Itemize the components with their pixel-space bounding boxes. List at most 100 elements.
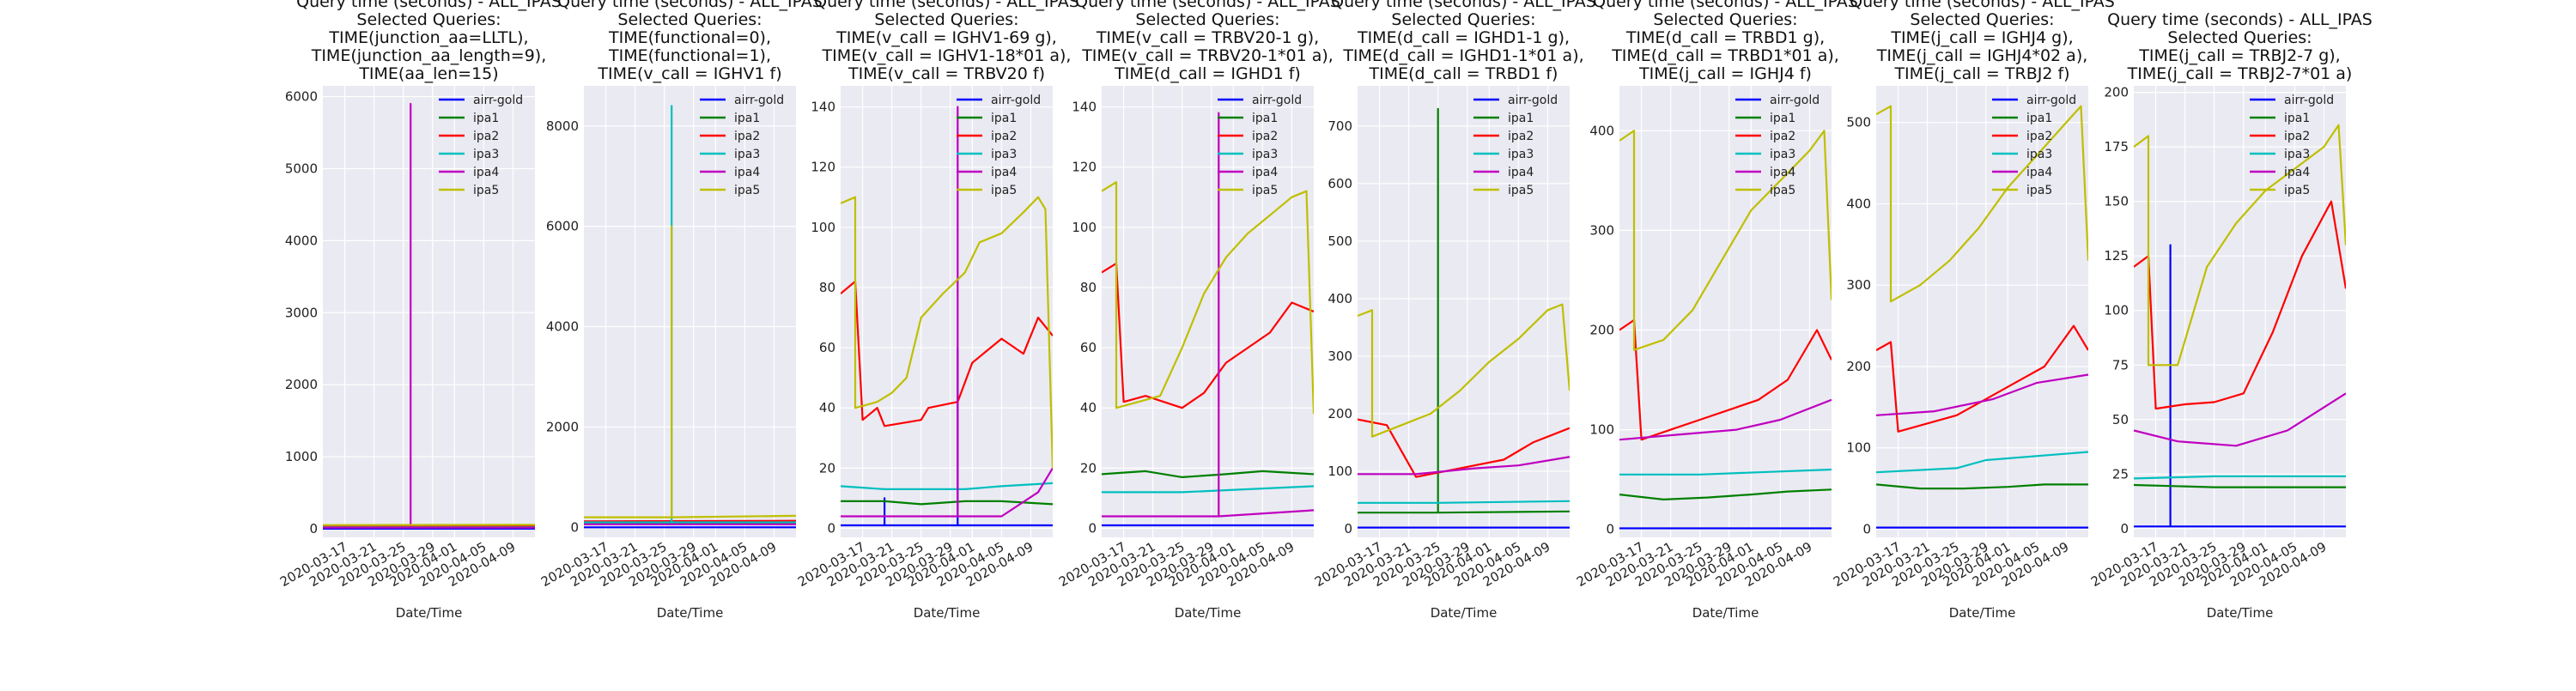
y-tick-label: 50 [2112,412,2129,427]
chart-title-line: TIME(j_call = IGHJ4 f) [1638,64,1812,83]
y-tick-label: 120 [1072,160,1097,175]
y-tick-label: 500 [1327,233,1352,249]
plot-area [841,86,1053,537]
legend-entry-ipa5: ipa5 [2284,184,2310,197]
legend-entry-airr-gold: airr-gold [1508,94,1558,107]
legend-entry-ipa5: ipa5 [2026,184,2052,197]
legend-entry-ipa4: ipa4 [1508,166,1534,179]
chart-panel-2: Query time (seconds) - ALL_IPASSelected … [538,0,823,621]
legend-entry-ipa3: ipa3 [473,148,499,161]
legend-entry-ipa1: ipa1 [2284,112,2310,125]
y-tick-label: 400 [1327,291,1352,306]
legend-entry-ipa1: ipa1 [473,112,499,125]
y-tick-label: 0 [1606,522,1614,537]
y-tick-label: 75 [2112,357,2129,373]
chart-title-line: TIME(d_call = IGHD1-1*01 a), [1342,46,1583,65]
y-tick-label: 4000 [285,233,318,248]
y-tick-label: 125 [2104,248,2129,264]
legend-entry-ipa4: ipa4 [1252,166,1278,179]
chart-title-line: Selected Queries: [2167,28,2312,47]
y-tick-label: 100 [1589,422,1614,438]
x-axis-label: Date/Time [914,605,981,621]
chart-title-line: TIME(junction_aa=LLTL), [328,28,528,47]
legend-entry-ipa1: ipa1 [1252,112,1278,125]
legend-entry-ipa1: ipa1 [2026,112,2052,125]
x-axis-label: Date/Time [396,605,463,621]
y-tick-label: 6000 [546,219,579,234]
y-tick-label: 1000 [285,449,318,464]
chart-title-line: TIME(v_call = IGHV1 f) [597,64,781,83]
legend-entry-airr-gold: airr-gold [1252,94,1302,107]
y-tick-label: 0 [2120,521,2129,536]
y-tick-label: 20 [819,460,835,476]
y-tick-label: 140 [811,100,835,115]
chart-panel-8: Query time (seconds) - ALL_IPASSelected … [2088,10,2372,621]
legend-entry-ipa3: ipa3 [991,148,1017,161]
legend-entry-ipa5: ipa5 [1252,184,1278,197]
y-tick-label: 100 [2104,303,2129,318]
plot-area [323,86,535,537]
chart-title-line: TIME(junction_aa_length=9), [311,46,547,65]
y-tick-label: 0 [1344,521,1352,536]
y-tick-label: 0 [309,521,318,536]
y-tick-label: 4000 [546,319,579,335]
plot-area [1102,86,1314,537]
chart-title-line: Selected Queries: [356,10,501,29]
y-tick-label: 200 [1327,406,1352,421]
legend-entry-ipa3: ipa3 [2026,148,2052,161]
legend-entry-ipa5: ipa5 [991,184,1017,197]
legend-entry-ipa5: ipa5 [473,184,499,197]
legend-entry-ipa2: ipa2 [1508,130,1534,143]
y-tick-label: 0 [827,520,835,536]
chart-title-line: Selected Queries: [1135,10,1279,29]
chart-title-line: TIME(v_call = IGHV1-18*01 a), [822,46,1072,65]
chart-title-line: TIME(d_call = IGHD1-1 g), [1357,28,1570,47]
y-tick-label: 80 [819,280,835,295]
y-tick-label: 300 [1327,349,1352,364]
chart-title-line: TIME(v_call = TRBV20-1*01 a), [1081,46,1334,65]
legend-entry-airr-gold: airr-gold [991,94,1041,107]
y-tick-label: 100 [1846,440,1871,456]
legend-entry-ipa1: ipa1 [991,112,1017,125]
chart-title-line: TIME(d_call = TRBD1*01 a), [1611,46,1839,65]
y-tick-label: 200 [2104,85,2129,100]
y-tick-label: 300 [1846,277,1871,293]
chart-title-line: TIME(j_call = IGHJ4*02 a), [1876,46,2088,65]
y-tick-label: 400 [1846,196,1871,211]
chart-title-line: TIME(aa_len=15) [358,64,498,83]
y-tick-label: 5000 [285,161,318,176]
legend-entry-airr-gold: airr-gold [473,94,523,107]
y-tick-label: 80 [1080,280,1097,295]
legend-entry-ipa1: ipa1 [734,112,760,125]
y-tick-label: 40 [819,400,835,415]
chart-title-line: Selected Queries: [874,10,1018,29]
chart-title-line: TIME(functional=1), [608,46,771,65]
legend-entry-ipa2: ipa2 [1252,130,1278,143]
chart-title-line: TIME(functional=0), [608,28,771,47]
chart-title-line: TIME(j_call = TRBJ2 f) [1893,64,2069,83]
plot-area [1619,86,1832,537]
y-tick-label: 175 [2104,139,2129,155]
chart-panel-5: Query time (seconds) - ALL_IPASSelected … [1312,0,1596,621]
legend-entry-ipa2: ipa2 [1770,130,1795,143]
x-axis-label: Date/Time [1692,605,1759,621]
y-tick-label: 100 [1072,220,1097,235]
chart-title-line: Selected Queries: [1391,10,1535,29]
legend-entry-ipa2: ipa2 [473,130,499,143]
chart-title-line: TIME(v_call = IGHV1-69 g), [835,28,1057,47]
y-tick-label: 2000 [285,377,318,392]
legend-entry-ipa4: ipa4 [734,166,760,179]
legend-entry-airr-gold: airr-gold [2284,94,2334,107]
y-tick-label: 150 [2104,194,2129,209]
series-line-ipa2 [584,521,796,522]
x-axis-label: Date/Time [1949,605,2016,621]
legend-entry-ipa2: ipa2 [991,130,1017,143]
chart-panel-3: Query time (seconds) - ALL_IPASSelected … [795,0,1079,621]
legend-entry-airr-gold: airr-gold [1770,94,1820,107]
chart-title-line: Selected Queries: [617,10,762,29]
chart-title-line: TIME(d_call = TRBD1 g), [1625,28,1825,47]
chart-panel-4: Query time (seconds) - ALL_IPASSelected … [1056,0,1340,621]
legend-entry-ipa1: ipa1 [1770,112,1795,125]
y-tick-label: 8000 [546,118,579,134]
